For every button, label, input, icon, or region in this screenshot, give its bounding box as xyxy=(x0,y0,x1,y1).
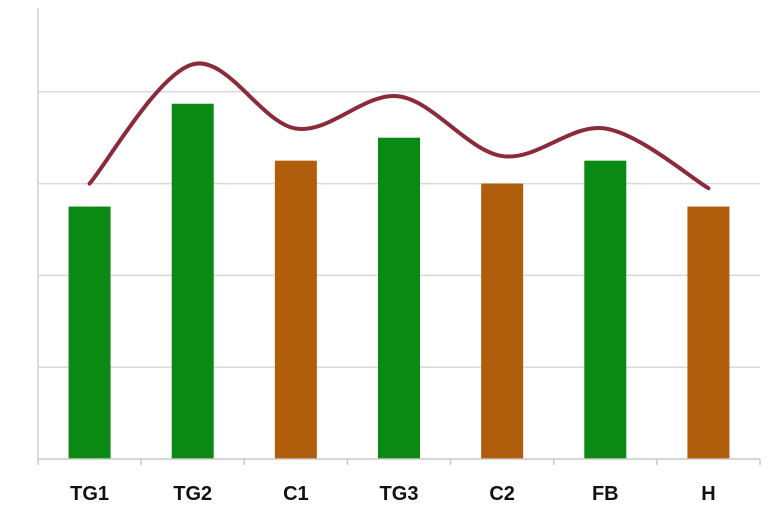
x-tick-label-tg2: TG2 xyxy=(173,483,212,505)
bar-c2 xyxy=(481,183,524,459)
bar-tg3 xyxy=(378,137,420,459)
bar-tg2 xyxy=(171,103,214,459)
axes xyxy=(37,8,761,465)
bar-tg1 xyxy=(68,206,111,459)
bar-h xyxy=(687,206,730,459)
x-tick-label-h: H xyxy=(701,483,715,505)
bars xyxy=(68,103,730,459)
trend-line-group xyxy=(87,61,711,191)
bar-c1 xyxy=(274,160,317,459)
x-tick-label-tg1: TG1 xyxy=(70,483,109,505)
x-tick-label-c1: C1 xyxy=(283,483,309,505)
trend-line xyxy=(87,61,711,191)
bar-fb xyxy=(584,160,627,459)
x-tick-labels: TG1 TG2 C1 TG3 C2 FB H xyxy=(70,483,716,505)
x-tick-label-fb: FB xyxy=(592,483,619,505)
x-tick-label-c2: C2 xyxy=(489,483,515,505)
x-tick-label-tg3: TG3 xyxy=(380,483,419,505)
